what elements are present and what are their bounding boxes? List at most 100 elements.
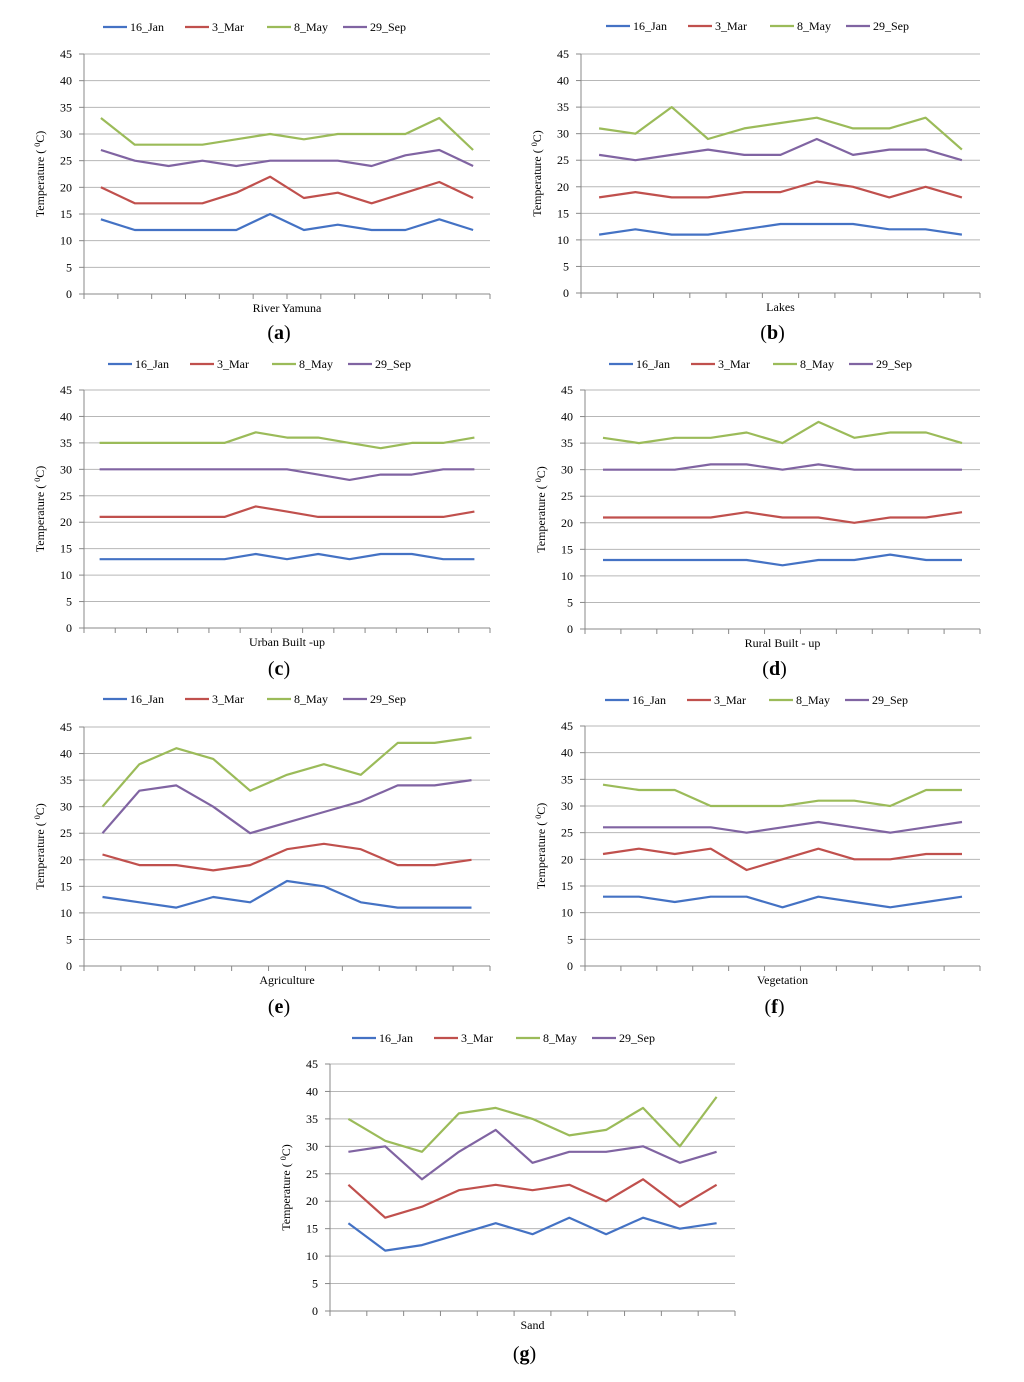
legend-label-29_Sep: 29_Sep bbox=[370, 20, 406, 34]
legend-label-8_May: 8_May bbox=[800, 357, 834, 371]
y-tick-label: 5 bbox=[567, 932, 573, 946]
legend-label-16_Jan: 16_Jan bbox=[130, 692, 164, 706]
legend-label-8_May: 8_May bbox=[299, 357, 333, 371]
x-axis-title: Lakes bbox=[766, 300, 795, 314]
y-tick-label: 0 bbox=[66, 621, 72, 635]
legend-label-3_Mar: 3_Mar bbox=[715, 19, 747, 33]
legend-label-3_Mar: 3_Mar bbox=[212, 20, 244, 34]
y-axis-title: Temperature ( 0C) bbox=[33, 466, 48, 552]
series-line-8_May bbox=[347, 1096, 718, 1153]
chart-panel-c: 0 5 10 15 20 25 30 35 40 45 16_Jan 3_Mar 8_May 29_Sep… bbox=[33, 357, 491, 680]
y-tick-label: 10 bbox=[561, 569, 573, 583]
y-tick-label: 30 bbox=[306, 1139, 318, 1153]
y-tick-label: 40 bbox=[60, 74, 72, 88]
y-tick-label: 40 bbox=[561, 746, 573, 760]
y-tick-label: 30 bbox=[60, 462, 72, 476]
y-tick-label: 5 bbox=[563, 259, 569, 273]
panel-label: (b) bbox=[760, 322, 784, 344]
y-tick-label: 30 bbox=[561, 799, 573, 813]
panel-label: (e) bbox=[268, 996, 290, 1018]
series-line-8_May bbox=[598, 105, 963, 151]
series-line-8_May bbox=[602, 783, 962, 808]
y-tick-label: 15 bbox=[561, 879, 573, 893]
panel-label: (g) bbox=[513, 1343, 536, 1365]
y-tick-label: 20 bbox=[60, 180, 72, 194]
y-axis-title: Temperature ( 0C) bbox=[534, 466, 549, 552]
y-axis-title: Temperature ( 0C) bbox=[33, 131, 48, 217]
y-tick-label: 30 bbox=[561, 463, 573, 477]
legend-label-16_Jan: 16_Jan bbox=[379, 1031, 413, 1045]
y-tick-label: 35 bbox=[561, 436, 573, 450]
legend-label-16_Jan: 16_Jan bbox=[632, 693, 666, 707]
y-tick-label: 10 bbox=[60, 568, 72, 582]
x-axis-title: Agriculture bbox=[259, 973, 314, 987]
y-tick-label: 5 bbox=[66, 260, 72, 274]
series-line-29_Sep bbox=[100, 148, 474, 168]
series-line-8_May bbox=[101, 736, 472, 808]
series-line-3_Mar bbox=[99, 505, 475, 519]
series-line-8_May bbox=[100, 116, 474, 151]
panel-label: (c) bbox=[268, 658, 290, 680]
legend-label-16_Jan: 16_Jan bbox=[636, 357, 670, 371]
y-tick-label: 0 bbox=[567, 622, 573, 636]
legend: 16_Jan 3_Mar 8_May 29_Sep bbox=[103, 20, 406, 34]
y-tick-label: 25 bbox=[60, 154, 72, 168]
y-tick-label: 45 bbox=[561, 719, 573, 733]
legend-label-29_Sep: 29_Sep bbox=[872, 693, 908, 707]
legend-label-8_May: 8_May bbox=[294, 20, 328, 34]
series-line-16_Jan bbox=[603, 895, 963, 909]
y-axis-title: Temperature ( 0C) bbox=[33, 803, 48, 889]
legend-label-29_Sep: 29_Sep bbox=[873, 19, 909, 33]
y-tick-label: 25 bbox=[60, 489, 72, 503]
y-tick-label: 40 bbox=[561, 410, 573, 424]
y-axis-title: Temperature ( 0C) bbox=[534, 803, 549, 889]
chart-panel-d: 0 5 10 15 20 25 30 35 40 45 16_Jan 3_Mar 8_May 29_Sep… bbox=[534, 357, 981, 680]
y-tick-label: 25 bbox=[561, 489, 573, 503]
y-tick-label: 5 bbox=[567, 595, 573, 609]
series-line-8_May bbox=[99, 431, 475, 450]
series-line-3_Mar bbox=[598, 180, 963, 199]
panel-label: (d) bbox=[762, 658, 786, 680]
y-tick-label: 15 bbox=[561, 542, 573, 556]
series-line-16_Jan bbox=[100, 212, 474, 232]
y-tick-label: 5 bbox=[312, 1277, 318, 1291]
y-tick-label: 10 bbox=[60, 234, 72, 248]
series-line-3_Mar bbox=[347, 1178, 718, 1219]
legend-label-3_Mar: 3_Mar bbox=[718, 357, 750, 371]
chart-panel-f: 0 5 10 15 20 25 30 35 40 45 16_Jan 3_Mar 8_May 29_Sep… bbox=[534, 693, 981, 1018]
panel-label: (a) bbox=[267, 322, 290, 344]
y-tick-label: 45 bbox=[60, 720, 72, 734]
x-axis-title: Urban Built -up bbox=[249, 635, 325, 649]
x-axis-title: Vegetation bbox=[757, 973, 808, 987]
y-tick-label: 20 bbox=[561, 852, 573, 866]
y-tick-label: 25 bbox=[561, 826, 573, 840]
y-tick-label: 45 bbox=[60, 47, 72, 61]
series-line-3_Mar bbox=[603, 511, 963, 524]
y-tick-label: 40 bbox=[60, 747, 72, 761]
y-tick-label: 35 bbox=[60, 436, 72, 450]
y-tick-label: 0 bbox=[567, 959, 573, 973]
y-tick-label: 0 bbox=[563, 286, 569, 300]
series-line-16_Jan bbox=[603, 553, 962, 567]
y-axis-title: Temperature ( 0C) bbox=[279, 1144, 294, 1230]
series-line-29_Sep bbox=[348, 1128, 717, 1181]
legend-label-8_May: 8_May bbox=[796, 693, 830, 707]
legend-label-3_Mar: 3_Mar bbox=[461, 1031, 493, 1045]
series-line-29_Sep bbox=[99, 468, 475, 481]
legend: 16_Jan 3_Mar 8_May 29_Sep bbox=[352, 1031, 655, 1045]
y-tick-label: 10 bbox=[306, 1249, 318, 1263]
series-line-29_Sep bbox=[603, 463, 962, 471]
y-tick-label: 0 bbox=[66, 287, 72, 301]
y-tick-label: 25 bbox=[306, 1167, 318, 1181]
y-axis-title: Temperature ( 0C) bbox=[530, 130, 545, 216]
y-tick-label: 15 bbox=[557, 206, 569, 220]
legend-label-3_Mar: 3_Mar bbox=[212, 692, 244, 706]
y-tick-label: 35 bbox=[60, 100, 72, 114]
y-tick-label: 20 bbox=[557, 180, 569, 194]
y-tick-label: 35 bbox=[561, 772, 573, 786]
chart-panel-e: 0 5 10 15 20 25 30 35 40 45 16_Jan 3_Mar 8_May 29_Sep… bbox=[33, 692, 491, 1018]
y-tick-label: 15 bbox=[60, 542, 72, 556]
series-line-16_Jan bbox=[347, 1216, 717, 1252]
legend: 16_Jan 3_Mar 8_May 29_Sep bbox=[606, 19, 909, 33]
